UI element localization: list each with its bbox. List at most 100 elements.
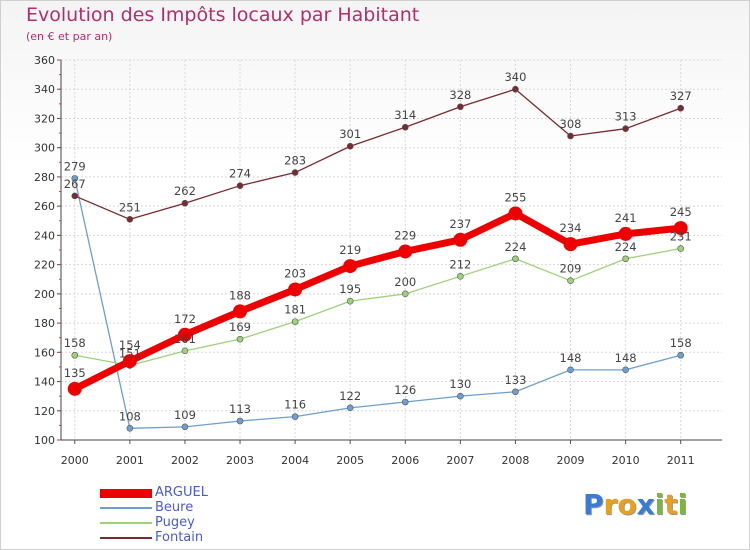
data-label-pugey: 158 — [64, 336, 86, 350]
data-label-beure: 148 — [560, 351, 582, 365]
legend-label: Pugey — [155, 515, 195, 530]
data-point-beure — [622, 366, 629, 374]
series-line-beure — [74, 178, 681, 429]
data-point-pugey — [291, 318, 299, 325]
data-point-pugey — [71, 351, 79, 359]
data-point-arguel — [398, 244, 413, 259]
y-tick-label: 240 — [34, 229, 55, 242]
data-label-fontain: 327 — [670, 89, 692, 103]
data-label-arguel: 154 — [119, 338, 141, 352]
data-label-fontain: 274 — [229, 167, 251, 181]
data-point-arguel — [67, 381, 82, 396]
legend-label: ARGUEL — [155, 485, 208, 500]
data-label-pugey: 224 — [504, 240, 526, 254]
chart-title: Evolution des Impôts locaux par Habitant — [26, 4, 420, 26]
x-tick-label: 2002 — [171, 454, 199, 467]
x-tick-label: 2006 — [391, 454, 419, 467]
data-label-arguel: 237 — [449, 217, 471, 231]
data-point-arguel — [618, 226, 633, 241]
data-point-fontain — [181, 199, 189, 207]
data-label-arguel: 229 — [394, 228, 416, 242]
y-tick-label: 260 — [34, 200, 55, 213]
data-label-pugey: 200 — [394, 275, 416, 289]
data-point-fontain — [126, 216, 134, 223]
data-label-pugey: 212 — [449, 257, 471, 271]
y-tick-label: 340 — [34, 83, 55, 96]
data-label-pugey: 195 — [339, 282, 361, 296]
y-tick-label: 100 — [34, 434, 55, 447]
data-point-fontain — [346, 142, 354, 150]
data-point-beure — [346, 404, 354, 412]
data-label-fontain: 340 — [504, 70, 526, 84]
data-point-beure — [677, 351, 684, 359]
data-point-arguel — [563, 237, 578, 252]
y-tick-label: 320 — [34, 112, 55, 125]
data-point-pugey — [567, 277, 574, 284]
data-point-pugey — [346, 297, 354, 305]
data-label-pugey: 209 — [560, 262, 582, 276]
legend-swatch — [100, 537, 152, 539]
data-point-fontain — [677, 104, 684, 112]
data-label-arguel: 245 — [670, 205, 692, 219]
data-point-beure — [236, 417, 244, 425]
data-point-beure — [567, 366, 574, 374]
y-tick-label: 300 — [34, 142, 55, 155]
data-label-pugey: 151 — [119, 346, 141, 360]
x-tick-label: 2004 — [281, 454, 309, 467]
data-point-arguel — [233, 304, 248, 319]
data-label-beure: 158 — [670, 336, 692, 350]
data-point-beure — [126, 425, 134, 432]
legend-label: Beure — [155, 500, 194, 515]
legend-swatch — [100, 507, 152, 509]
y-tick-label: 140 — [34, 376, 55, 389]
data-point-fontain — [401, 123, 409, 131]
data-point-pugey — [181, 347, 189, 355]
data-label-arguel: 188 — [229, 288, 251, 302]
data-label-beure: 109 — [174, 408, 196, 422]
data-label-pugey: 224 — [615, 240, 637, 254]
x-tick-label: 2000 — [61, 454, 89, 467]
y-tick-label: 200 — [34, 288, 55, 301]
data-label-beure: 108 — [119, 409, 141, 423]
y-tick-label: 220 — [34, 259, 55, 272]
x-tick-label: 2010 — [612, 454, 640, 467]
data-point-pugey — [622, 255, 629, 263]
x-tick-label: 2008 — [501, 454, 529, 467]
data-label-beure: 113 — [229, 402, 251, 416]
data-label-fontain: 267 — [64, 177, 86, 191]
data-label-arguel: 234 — [560, 221, 582, 235]
data-point-beure — [401, 398, 409, 406]
series-line-pugey — [74, 247, 681, 367]
x-tick-label: 2003 — [226, 454, 254, 467]
proxiti-logo: Proxiti — [583, 488, 688, 521]
y-tick-label: 120 — [34, 405, 55, 418]
data-point-beure — [512, 388, 519, 396]
y-tick-label: 360 — [34, 54, 55, 67]
x-tick-label: 2009 — [557, 454, 585, 467]
data-label-beure: 279 — [64, 159, 86, 173]
x-tick-label: 2001 — [116, 454, 144, 467]
series-line-arguel — [73, 209, 682, 392]
data-label-fontain: 328 — [449, 88, 471, 102]
data-point-arguel — [673, 221, 688, 236]
data-label-arguel: 255 — [504, 190, 526, 204]
data-label-fontain: 308 — [560, 117, 582, 131]
data-label-pugey: 161 — [174, 332, 196, 346]
data-label-beure: 126 — [394, 383, 416, 397]
legend-label: Fontain — [155, 530, 204, 545]
data-point-pugey — [457, 273, 464, 280]
data-label-fontain: 262 — [174, 184, 196, 198]
data-point-pugey — [401, 290, 409, 298]
data-point-arguel — [288, 282, 303, 297]
data-point-fontain — [291, 169, 299, 176]
data-point-arguel — [177, 327, 192, 342]
data-point-beure — [291, 413, 299, 420]
data-label-beure: 130 — [449, 377, 471, 391]
data-label-fontain: 283 — [284, 154, 306, 168]
data-point-arguel — [453, 232, 468, 247]
data-label-fontain: 313 — [615, 110, 637, 124]
data-point-arguel — [122, 354, 137, 369]
data-label-beure: 133 — [504, 373, 526, 387]
